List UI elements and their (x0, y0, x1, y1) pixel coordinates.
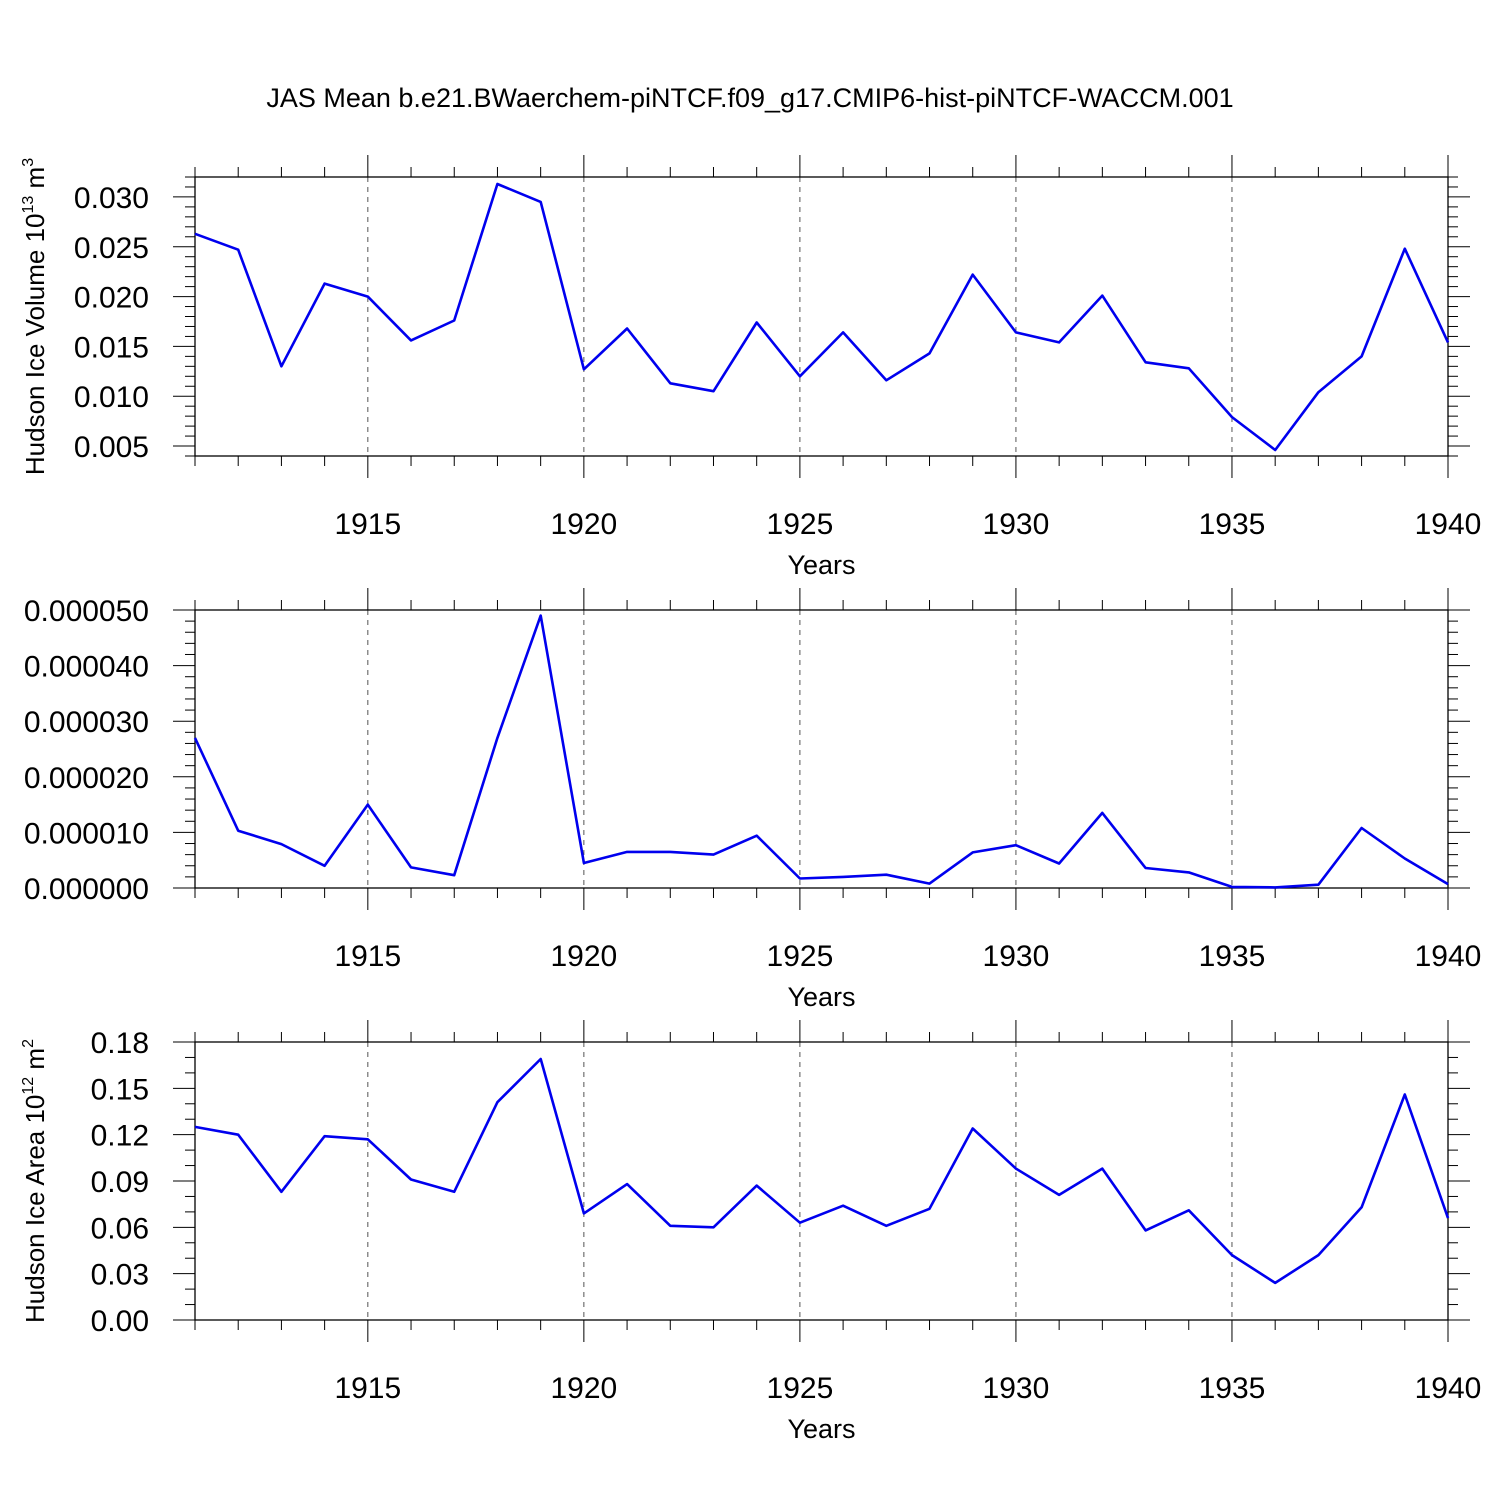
x-tick-label: 1930 (983, 940, 1050, 973)
x-tick-label: 1935 (1199, 1372, 1266, 1405)
y-tick-label: 0.15 (91, 1073, 149, 1106)
y-axis-label: Hudson Ice Area 1012 m2 (20, 1039, 50, 1323)
x-tick-label: 1915 (334, 940, 401, 973)
y-tick-label: 0.000050 (24, 595, 149, 628)
y-tick-label: 0.00 (91, 1305, 149, 1338)
x-tick-label: 1915 (334, 508, 401, 541)
x-axis-label: Years (787, 550, 855, 580)
panels: 0.005 0.010 0.015 0.020 0.025 0.030 1915 1920 19… (20, 155, 1481, 1444)
x-tick-label: 1930 (983, 1372, 1050, 1405)
x-tick-label: 1930 (983, 508, 1050, 541)
y-tick-label: 0.06 (91, 1212, 149, 1245)
x-tick-label: 1940 (1415, 940, 1482, 973)
panel-3: 0.00 0.03 0.06 0.09 0.12 0.15 0.18 1915 1920 1925… (20, 1020, 1481, 1444)
x-tick-label: 1935 (1199, 940, 1266, 973)
y-tick-label: 0.000040 (24, 651, 149, 684)
series-line (194, 182, 1450, 452)
plot-frame (194, 1041, 1449, 1321)
x-tick-label: 1940 (1415, 1372, 1482, 1405)
y-tick-label: 0.000020 (24, 762, 149, 795)
y-tick-label: 0.015 (74, 331, 149, 364)
x-tick-label: 1940 (1415, 508, 1482, 541)
y-tick-label: 0.18 (91, 1027, 149, 1060)
y-axis-label-exponent: 13 (20, 196, 37, 214)
x-tick-label: 1925 (767, 1372, 834, 1405)
panel-1: 0.005 0.010 0.015 0.020 0.025 0.030 1915 1920 19… (20, 155, 1481, 580)
y-tick-label: 0.005 (74, 431, 149, 464)
series-line (194, 1057, 1450, 1285)
y-axis-label-text: Hudson Ice Area 10 (20, 1095, 50, 1323)
y-tick-label: 0.020 (74, 282, 149, 315)
x-axis-label: Years (787, 982, 855, 1012)
series-line (193, 614, 1449, 889)
x-tick-label: 1925 (767, 940, 834, 973)
panel-2: 0.000000 0.000010 0.000020 0.000030 0.000040… (24, 588, 1482, 1012)
x-axis-label: Years (787, 1414, 855, 1444)
figure-title: JAS Mean b.e21.BWaerchem-piNTCF.f09_g17.… (266, 83, 1233, 113)
y-tick-label: 0.12 (91, 1120, 149, 1153)
y-axis-label-unit-exponent: 3 (20, 158, 37, 167)
y-tick-label: 0.030 (74, 182, 149, 215)
x-tick-label: 1920 (550, 940, 617, 973)
y-tick-label: 0.09 (91, 1166, 149, 1199)
y-tick-label: 0.000010 (24, 817, 149, 850)
y-tick-label: 0.010 (74, 381, 149, 414)
x-tick-label: 1920 (550, 1372, 617, 1405)
x-tick-label: 1925 (767, 508, 834, 541)
x-tick-label: 1915 (334, 1372, 401, 1405)
plot-frame (194, 609, 1449, 889)
y-axis-label-text: Hudson Ice Volume 10 (20, 213, 50, 475)
y-tick-label: 0.025 (74, 232, 149, 265)
y-axis-label-exponent: 12 (20, 1077, 37, 1095)
x-tick-label: 1935 (1199, 508, 1266, 541)
y-tick-label: 0.03 (91, 1259, 149, 1292)
y-axis-label-unit: m (20, 1048, 50, 1077)
x-tick-label: 1920 (550, 508, 617, 541)
y-axis-label: Hudson Ice Volume 1013 m3 (20, 158, 50, 475)
y-tick-label: 0.000000 (24, 873, 149, 906)
y-tick-label: 0.000030 (24, 706, 149, 739)
plot-frame (194, 176, 1449, 457)
y-axis-label-unit: m (20, 167, 50, 196)
y-axis-label-unit-exponent: 2 (20, 1039, 37, 1048)
